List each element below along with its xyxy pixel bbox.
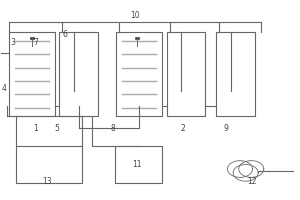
Text: 11: 11 <box>132 160 142 169</box>
Bar <box>59 32 98 116</box>
Text: 9: 9 <box>224 124 229 133</box>
Text: 8: 8 <box>111 124 116 133</box>
Bar <box>16 146 82 183</box>
Text: 13: 13 <box>43 177 52 186</box>
Text: 3: 3 <box>11 38 16 47</box>
Text: 5: 5 <box>54 124 59 133</box>
Bar <box>167 32 206 116</box>
Text: 6: 6 <box>63 30 68 39</box>
Text: 7: 7 <box>33 38 38 47</box>
Text: 10: 10 <box>130 11 140 20</box>
Bar <box>216 32 255 116</box>
Bar <box>136 37 139 39</box>
Text: 4: 4 <box>1 84 6 93</box>
Bar <box>9 32 55 116</box>
Bar <box>115 146 162 183</box>
Text: 2: 2 <box>181 124 185 133</box>
Text: 12: 12 <box>247 177 256 186</box>
Text: 1: 1 <box>33 124 38 133</box>
Bar <box>30 37 34 39</box>
Bar <box>116 32 162 116</box>
